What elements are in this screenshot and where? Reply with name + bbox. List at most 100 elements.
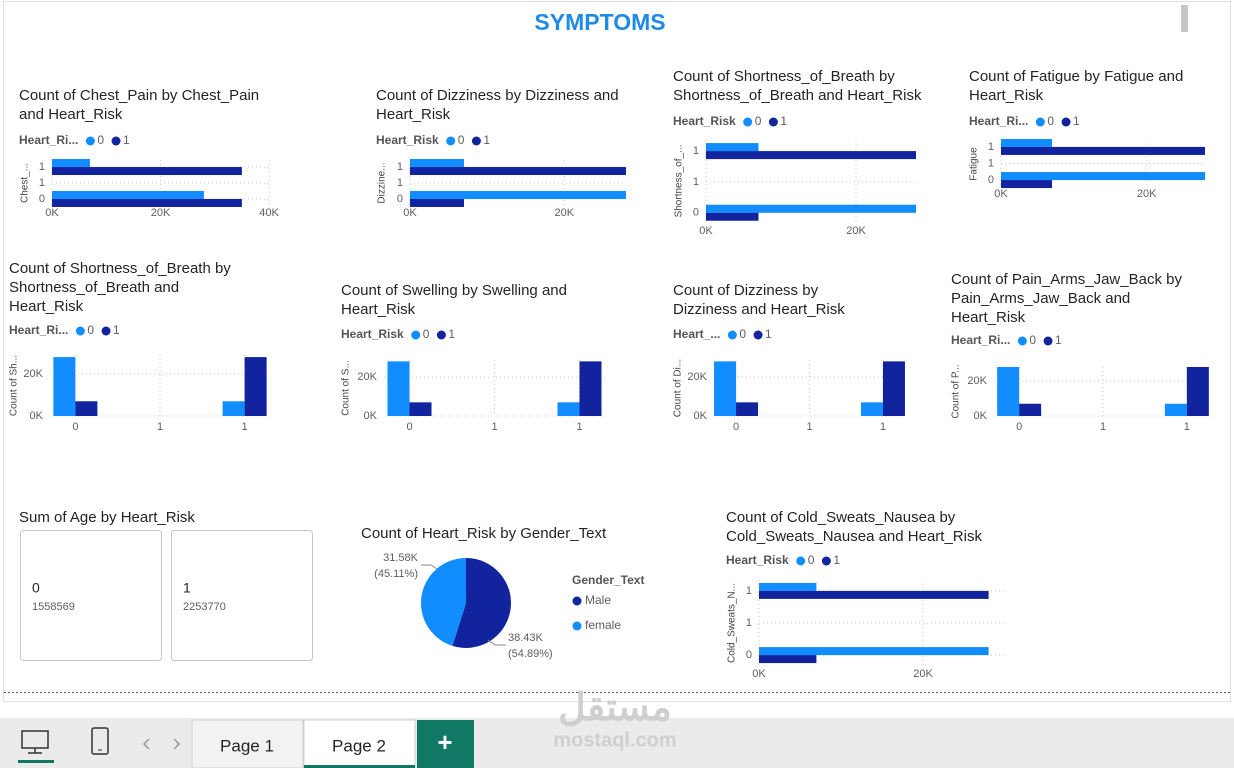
bar <box>410 190 626 199</box>
legend-label: 0 <box>1047 114 1054 128</box>
legend-marker <box>727 330 737 340</box>
add-page[interactable] <box>417 720 474 768</box>
leader-line <box>421 564 438 570</box>
legend-marker <box>436 330 446 340</box>
legend-label: 0 <box>87 323 94 337</box>
y-tick-label: 1 <box>693 176 699 188</box>
y-tick-label: 20K <box>23 368 43 380</box>
x-tick-label: 1 <box>491 421 497 433</box>
mobile-view[interactable] <box>91 727 109 755</box>
chart-title: Count of Heart_Risk by Gender_Text <box>361 525 607 542</box>
bar <box>387 361 410 416</box>
legend-title: Heart_... <box>673 327 720 341</box>
card <box>20 530 162 661</box>
y-tick-label: 0 <box>693 207 699 219</box>
prev-arrow[interactable] <box>142 738 150 750</box>
bar <box>244 357 267 416</box>
axis-title: Count of P... <box>951 364 962 418</box>
x-tick-label: 0K <box>752 668 766 680</box>
frame <box>3 1 1231 702</box>
y-tick-label: 1 <box>746 617 752 629</box>
next-arrow[interactable] <box>173 738 181 750</box>
bar <box>1186 367 1209 416</box>
x-tick-label: 0K <box>403 207 417 219</box>
legend-label: 0 <box>808 553 815 567</box>
legend-label: 0 <box>1029 333 1036 347</box>
card-category: 0 <box>32 580 40 596</box>
tab-label[interactable]: Page 1 <box>220 736 274 755</box>
bar <box>759 647 989 656</box>
x-tick-label: 40K <box>259 207 279 219</box>
x-tick-label: 20K <box>151 207 171 219</box>
x-tick-label: 1 <box>242 421 248 433</box>
y-tick-label: 0K <box>974 410 988 422</box>
legend-marker <box>753 330 763 340</box>
legend-label: 1 <box>483 133 490 147</box>
x-tick-label: 20K <box>554 207 574 219</box>
y-tick-label: 20K <box>967 375 987 387</box>
legend-marker <box>1017 336 1027 346</box>
x-tick-label: 1 <box>576 421 582 433</box>
y-tick-label: 0 <box>988 174 994 186</box>
page-tab[interactable] <box>191 719 304 768</box>
legend-label: 1 <box>113 323 120 337</box>
legend-marker <box>446 136 456 146</box>
bar <box>1164 403 1187 416</box>
y-tick-label: 1 <box>397 177 403 189</box>
chart-title: Count of Fatigue by Fatigue and Heart_Ri… <box>969 68 1184 104</box>
bar <box>75 401 98 416</box>
bar <box>759 655 817 664</box>
y-tick-label: 1 <box>746 585 752 597</box>
bar <box>1001 180 1052 189</box>
bar <box>736 402 759 416</box>
legend-label: 0 <box>458 133 465 147</box>
legend-marker <box>796 556 806 566</box>
x-tick-label: 20K <box>1137 188 1157 200</box>
bar <box>1019 403 1042 416</box>
x-tick-label: 1 <box>806 421 812 433</box>
bar <box>53 357 76 416</box>
legend-marker <box>411 330 421 340</box>
bar <box>706 204 916 213</box>
bar <box>52 167 242 176</box>
legend-marker <box>768 117 778 127</box>
scroll-handle[interactable] <box>1181 5 1188 32</box>
pie-slice <box>421 558 466 646</box>
y-tick-label: 1 <box>988 141 994 153</box>
data-label: 31.58K <box>383 552 419 564</box>
card-value: 2253770 <box>183 601 226 613</box>
axis-title: Count of S... <box>341 360 352 416</box>
legend-marker <box>1035 117 1045 127</box>
bar <box>52 198 242 207</box>
bar <box>410 159 464 168</box>
bar <box>997 367 1020 416</box>
legend-marker <box>101 326 111 336</box>
desktop-view[interactable] <box>18 730 54 763</box>
x-tick-label: 1 <box>880 421 886 433</box>
chart-title: Count of Cold_Sweats_Nausea by Cold_Swea… <box>726 509 982 545</box>
bar <box>759 582 817 591</box>
legend-marker <box>471 136 481 146</box>
y-tick-label: 20K <box>357 371 377 383</box>
legend-title: Heart_Ri... <box>969 114 1028 128</box>
tab-underline <box>304 765 415 768</box>
tab-label[interactable]: Page 2 <box>332 736 386 755</box>
legend-title: Heart_Ri... <box>951 333 1010 347</box>
legend-title: Heart_Risk <box>341 327 404 341</box>
bar <box>1001 146 1205 155</box>
bar <box>579 361 602 416</box>
y-tick-label: 1 <box>397 161 403 173</box>
y-tick-label: 1 <box>39 161 45 173</box>
page-title: SYMPTOMS <box>534 9 665 35</box>
y-tick-label: 1 <box>39 177 45 189</box>
legend-label: 0 <box>97 133 104 147</box>
legend-marker <box>572 596 582 606</box>
chart-title: Count of Pain_Arms_Jaw_Back by Pain_Arms… <box>951 271 1182 326</box>
page-tab[interactable] <box>303 719 416 768</box>
bar <box>222 401 245 416</box>
legend-label: 1 <box>123 133 130 147</box>
watermark: مستقل <box>558 687 672 729</box>
legend-label: 0 <box>739 327 746 341</box>
add-page-label[interactable]: + <box>437 727 452 757</box>
bar <box>860 402 883 416</box>
